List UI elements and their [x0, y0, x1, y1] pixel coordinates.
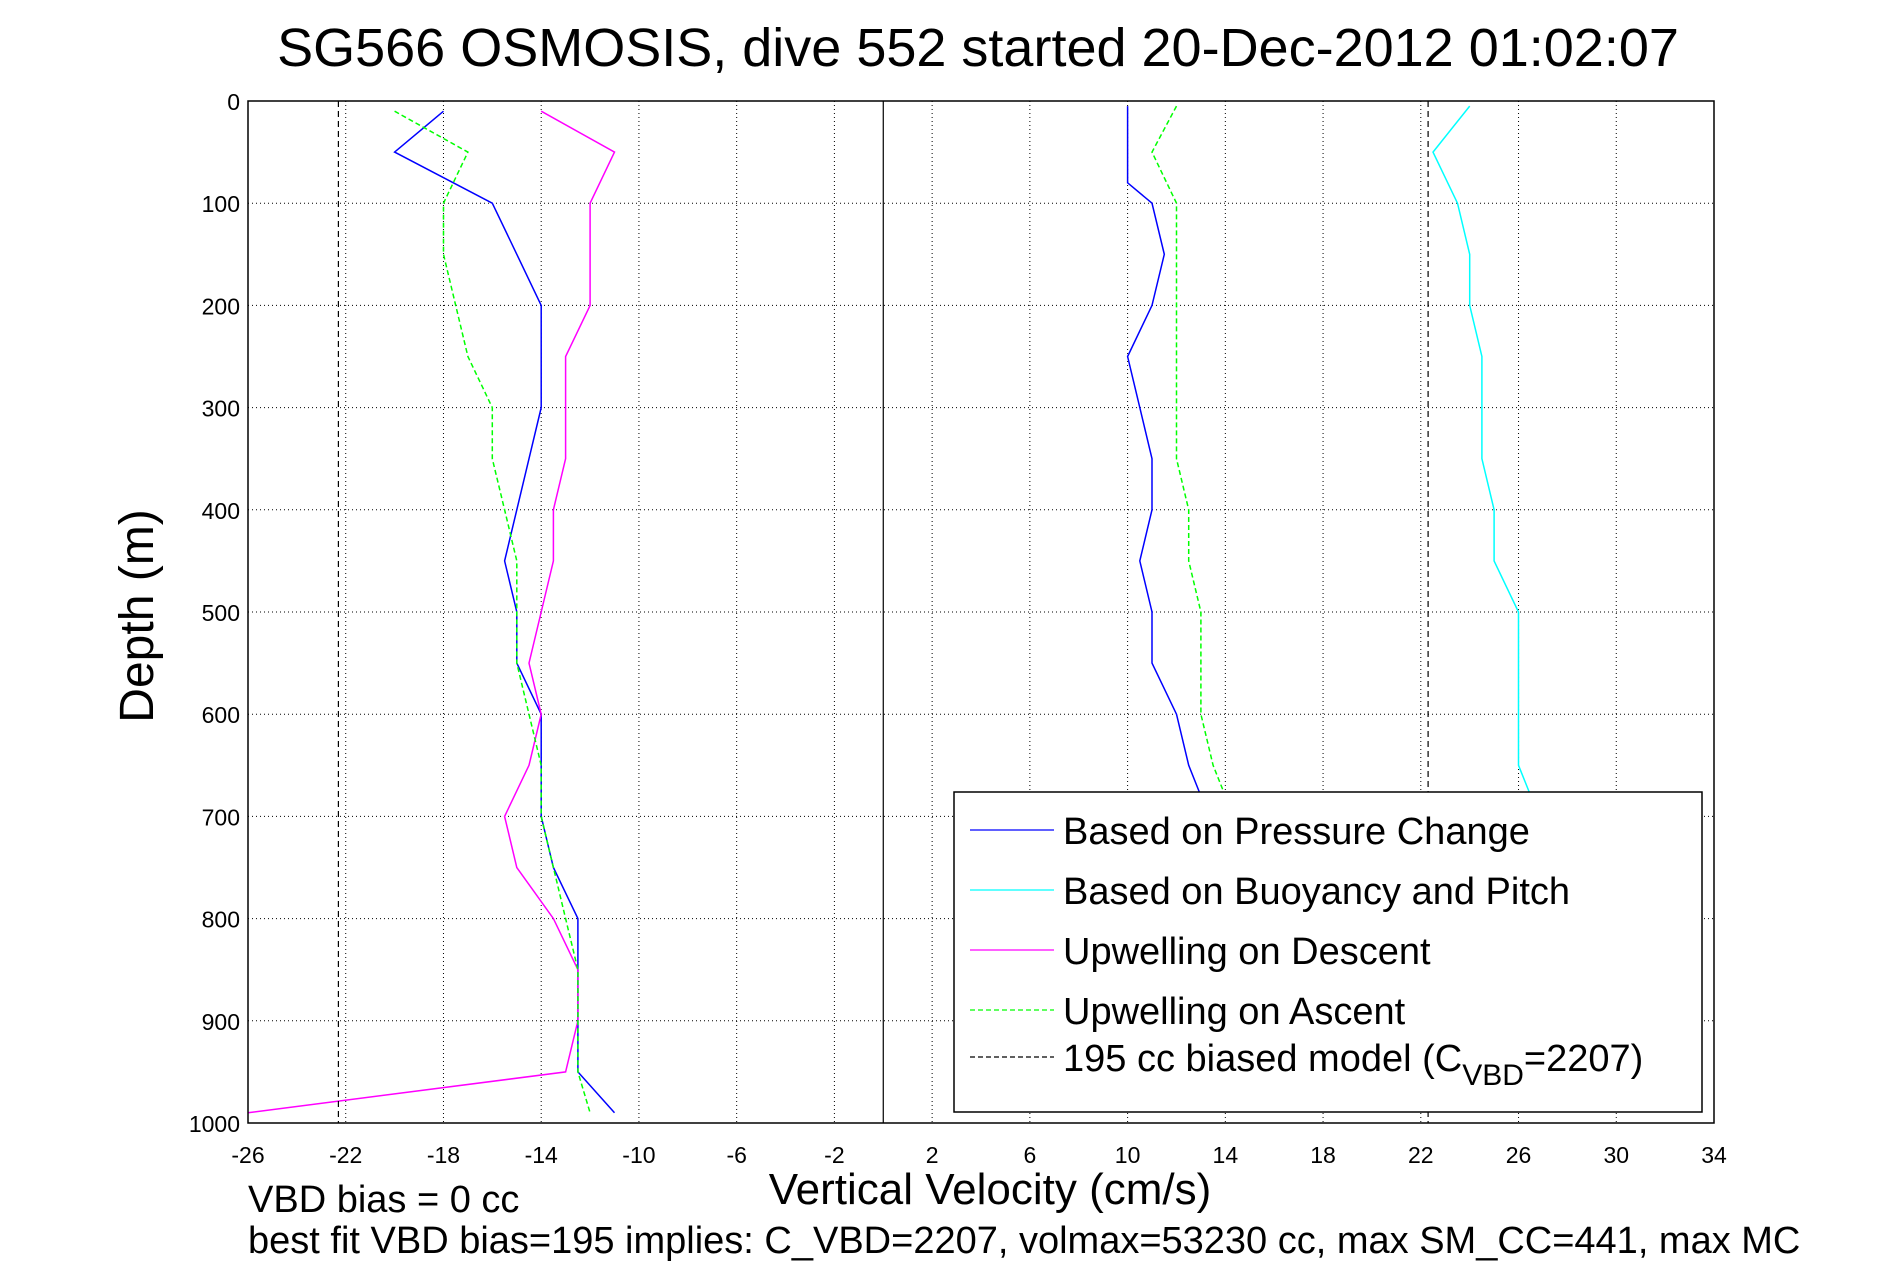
- x-tick-label: 34: [1701, 1142, 1727, 1168]
- y-tick-label: 700: [202, 804, 240, 830]
- x-tick-label: -26: [231, 1142, 264, 1168]
- legend-label-end: =2207): [1524, 1038, 1643, 1080]
- x-axis-label: Vertical Velocity (cm/s): [769, 1165, 1212, 1214]
- best-fit-annotation: best fit VBD bias=195 implies: C_VBD=220…: [248, 1220, 1800, 1262]
- x-tick-label: 14: [1213, 1142, 1239, 1168]
- y-tick-label: 600: [202, 702, 240, 728]
- x-tick-label: -10: [622, 1142, 655, 1168]
- x-tick-label: -14: [525, 1142, 558, 1168]
- y-tick-label: 0: [227, 89, 240, 115]
- y-axis-label: Depth (m): [111, 509, 164, 722]
- y-tick-label: 800: [202, 907, 240, 933]
- series-line-upwelling-on-ascent-ascent-side: [1151, 105, 1226, 797]
- legend-box: [953, 791, 1703, 1113]
- x-tick-label: -18: [427, 1142, 460, 1168]
- legend: Based on Pressure Change Based on Buoyanc…: [953, 791, 1703, 1113]
- legend-label: Upwelling on Ascent: [1063, 991, 1406, 1033]
- plot-frame: [247, 100, 1715, 1124]
- x-tick-label: -2: [824, 1142, 844, 1168]
- vbd-bias-annotation: VBD bias = 0 cc: [248, 1179, 519, 1221]
- legend-label: 195 cc biased model (CVBD=2207): [1063, 1038, 1643, 1092]
- tick-labels: -26 -22 -18 -14 -10 -6 -2 2 6 10 14 18 22 26 30 3401002…: [189, 89, 1727, 1168]
- y-tick-label: 1000: [189, 1111, 240, 1137]
- series-line-based-on-pressure-change-ascent: [1126, 106, 1202, 797]
- x-tick-label: 18: [1310, 1142, 1336, 1168]
- y-tick-label: 500: [202, 600, 240, 626]
- legend-label: Upwelling on Descent: [1063, 931, 1431, 973]
- y-tick-label: 400: [202, 498, 240, 524]
- x-tick-label: 30: [1603, 1142, 1629, 1168]
- legend-label: Based on Pressure Change: [1063, 811, 1530, 853]
- chart-title: SG566 OSMOSIS, dive 552 started 20-Dec-2…: [277, 18, 1679, 78]
- x-tick-label: 2: [926, 1142, 939, 1168]
- legend-label-subscript: VBD: [1462, 1059, 1524, 1092]
- series-line-upwelling-on-descent: [247, 110, 616, 1114]
- x-tick-label: -6: [726, 1142, 746, 1168]
- x-tick-label: 22: [1408, 1142, 1434, 1168]
- series-line-based-on-buoyancy-and-pitch: [1432, 105, 1532, 797]
- y-tick-label: 100: [202, 191, 240, 217]
- legend-label-main: 195 cc biased model (C: [1063, 1038, 1462, 1080]
- series-group: [247, 101, 1532, 1123]
- x-tick-label: -22: [329, 1142, 362, 1168]
- y-tick-label: 300: [202, 396, 240, 422]
- x-tick-label: 26: [1506, 1142, 1532, 1168]
- y-tick-label: 200: [202, 293, 240, 319]
- x-tick-label: 6: [1023, 1142, 1036, 1168]
- x-tick-label: 10: [1115, 1142, 1141, 1168]
- y-tick-label: 900: [202, 1009, 240, 1035]
- legend-label: Based on Buoyancy and Pitch: [1063, 871, 1570, 913]
- series-line-upwelling-on-ascent-descent-side: [394, 110, 591, 1114]
